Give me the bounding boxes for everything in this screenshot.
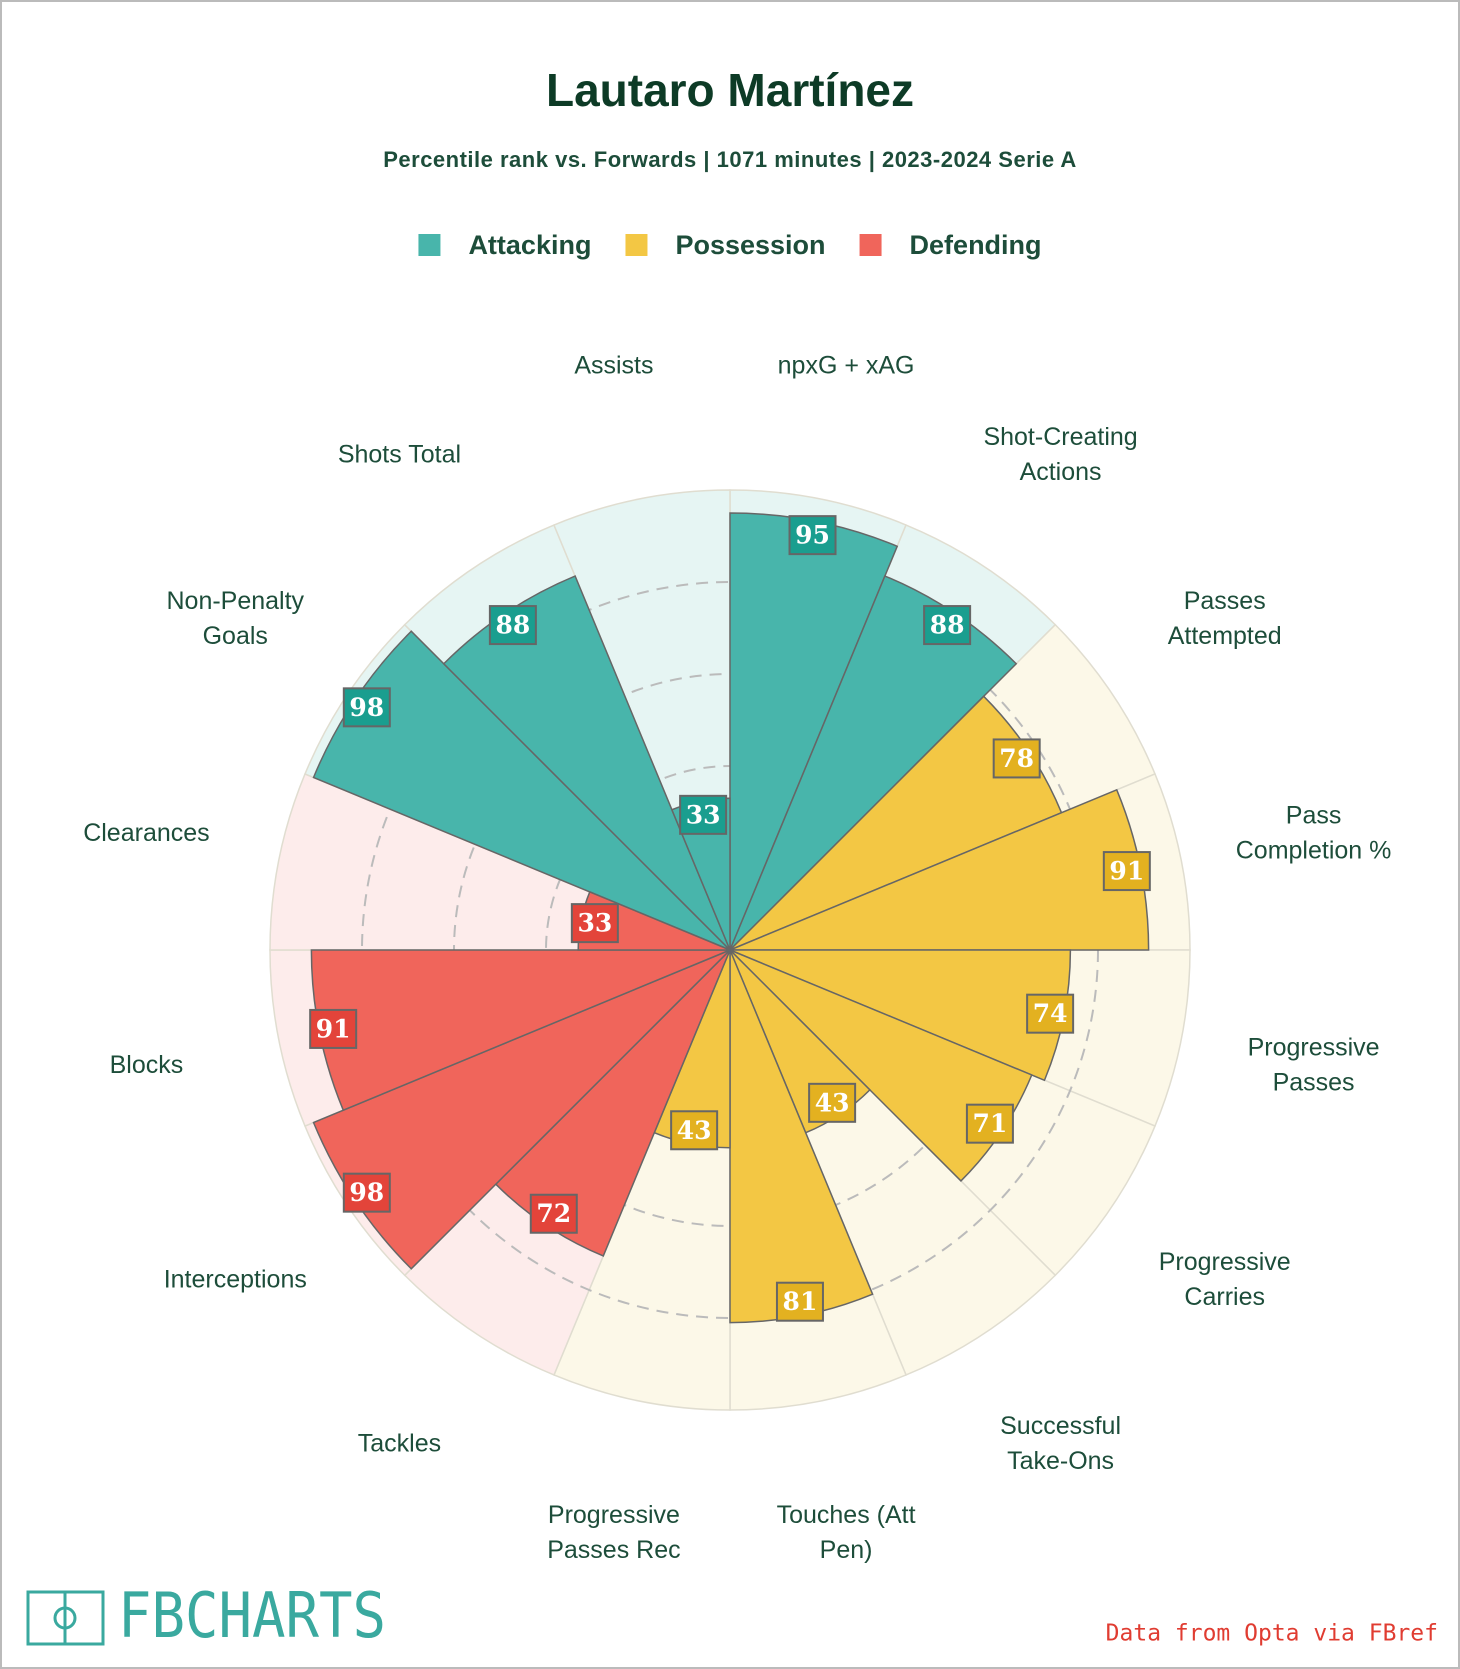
value-label-box [570, 903, 619, 944]
category-label: Non-Penalty Goals [166, 587, 304, 650]
category-label: Touches (Att Pen) [777, 1501, 916, 1564]
chart-title: Lautaro Martínez [546, 64, 914, 116]
category-label: Successful Take-Ons [1000, 1412, 1121, 1475]
value-label: 91 [1109, 857, 1144, 886]
category-label: Interceptions [164, 1265, 307, 1293]
category-label: Shots Total [338, 440, 461, 468]
logo-text: FBCHARTS [118, 1579, 386, 1652]
value-label-box [808, 1082, 857, 1123]
value-label: 88 [495, 611, 530, 640]
legend-swatch [625, 234, 648, 256]
value-label-box [992, 738, 1041, 779]
value-label: 33 [577, 909, 612, 938]
value-label: 43 [677, 1116, 712, 1145]
value-label: 81 [783, 1287, 818, 1316]
category-label: Pass Completion % [1236, 801, 1392, 864]
value-label-box [342, 687, 391, 728]
value-label-box [965, 1103, 1014, 1144]
logo [26, 1590, 105, 1646]
category-label: Progressive Passes Rec [547, 1501, 680, 1564]
category-label: Progressive Carries [1159, 1248, 1291, 1311]
category-label: Passes Attempted [1168, 587, 1282, 650]
value-label: 33 [686, 800, 721, 829]
legend-label: Possession [675, 230, 825, 260]
value-label-box [529, 1193, 578, 1234]
legend-item: Defending [859, 230, 1042, 260]
value-label-box [1102, 851, 1151, 892]
category-label: Tackles [358, 1429, 441, 1457]
value-label-box [1026, 993, 1075, 1034]
value-label-box [679, 794, 728, 835]
value-label: 71 [973, 1109, 1008, 1138]
category-label: Assists [574, 351, 653, 379]
value-label-box [670, 1110, 719, 1151]
category-label: Clearances [83, 819, 209, 847]
category-label: Blocks [110, 1051, 184, 1079]
value-label: 74 [1033, 999, 1068, 1028]
legend-item: Possession [625, 230, 826, 260]
category-label: Shot-Creating Actions [983, 422, 1137, 485]
legend-swatch [859, 234, 882, 256]
chart-subtitle: Percentile rank vs. Forwards | 1071 minu… [383, 147, 1077, 172]
value-label-box [309, 1008, 358, 1049]
value-label: 78 [999, 744, 1034, 773]
value-label: 98 [349, 693, 384, 722]
legend-swatch [418, 234, 441, 256]
value-label-box [923, 605, 972, 646]
legend-label: Attacking [468, 230, 591, 260]
value-label: 43 [815, 1088, 850, 1117]
category-label: npxG + xAG [778, 351, 915, 379]
value-label: 98 [349, 1178, 384, 1207]
legend-label: Defending [910, 230, 1042, 260]
value-label: 72 [536, 1199, 571, 1228]
value-label: 91 [316, 1014, 351, 1043]
legend-item: Attacking [418, 230, 591, 260]
value-label-box [775, 1281, 824, 1322]
category-label: Progressive Passes [1248, 1033, 1380, 1096]
value-label-box [488, 605, 537, 646]
value-label: 88 [930, 611, 965, 640]
value-label-box [342, 1172, 391, 1213]
value-label: 95 [795, 521, 830, 550]
value-label-box [788, 515, 837, 556]
credit: Data from Opta via FBref [1106, 1621, 1438, 1647]
